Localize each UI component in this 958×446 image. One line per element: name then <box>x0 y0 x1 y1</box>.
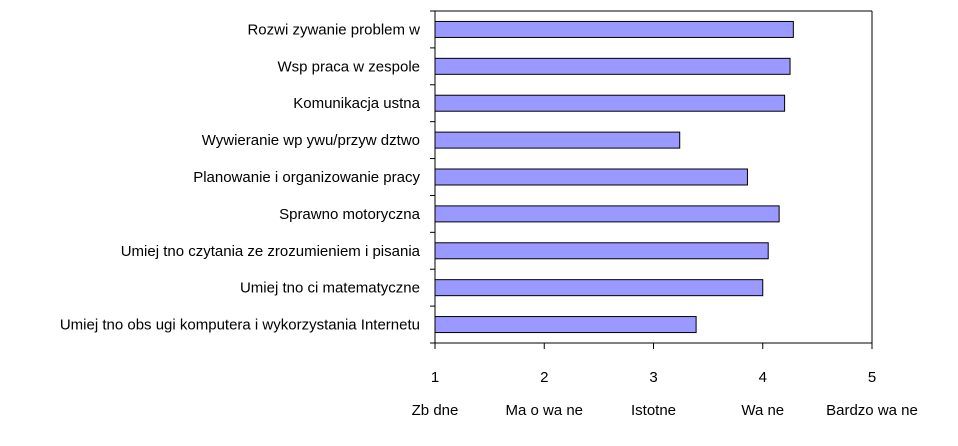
x-scale-label: Ma o wa ne <box>505 402 583 419</box>
x-tick-label: 4 <box>759 369 767 386</box>
bar <box>434 57 791 75</box>
bar <box>434 279 764 297</box>
bar <box>434 316 697 334</box>
category-label: Komunikacja ustna <box>293 95 420 112</box>
x-tick-label: 2 <box>540 369 548 386</box>
category-label: Umiej tno czytania ze zrozumieniem i pis… <box>121 243 421 260</box>
x-tick-label: 5 <box>868 369 876 386</box>
x-scale-label: Istotne <box>631 402 676 419</box>
bar <box>434 205 780 223</box>
category-label: Umiej tno obs ugi komputera i wykorzysta… <box>60 317 420 334</box>
bar <box>434 131 681 149</box>
bar <box>434 20 794 38</box>
category-label: Wywieranie wp ywu/przyw dztwo <box>202 132 420 149</box>
x-scale-label: Zb dne <box>412 402 459 419</box>
category-label: Sprawno motoryczna <box>279 206 421 223</box>
bar <box>434 94 786 112</box>
x-scale-label: Wa ne <box>741 402 784 419</box>
category-label: Wsp praca w zespole <box>277 58 420 75</box>
bar <box>434 168 748 186</box>
category-label: Rozwi zywanie problem w <box>247 21 420 38</box>
x-scale-label: Bardzo wa ne <box>826 402 918 419</box>
bar <box>434 242 769 260</box>
category-label: Planowanie i organizowanie pracy <box>193 169 420 186</box>
category-label: Umiej tno ci matematyczne <box>240 280 420 297</box>
x-tick-label: 1 <box>431 369 439 386</box>
x-tick-label: 3 <box>649 369 657 386</box>
